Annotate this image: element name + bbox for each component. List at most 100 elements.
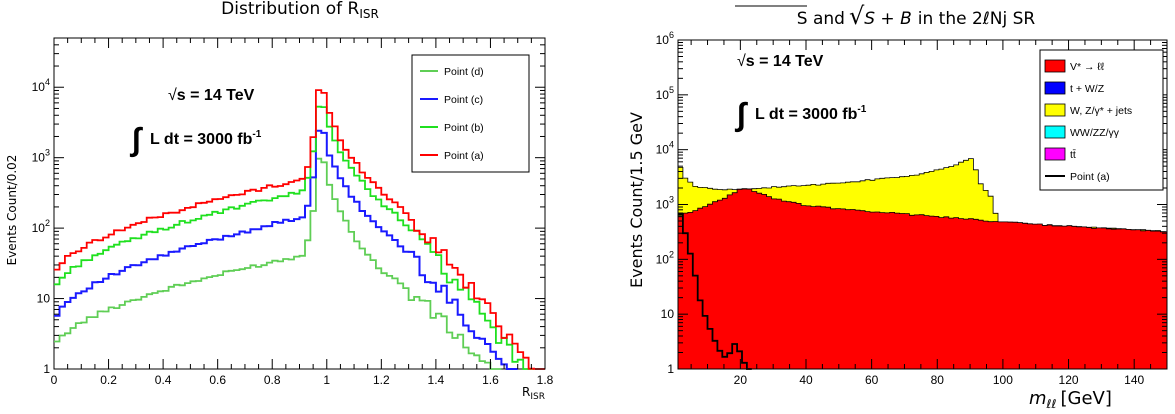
- left-annotations: √s = 14 TeV ∫ L dt = 3000 fb-1: [129, 87, 262, 158]
- left-ytick-label: 1: [43, 362, 50, 376]
- right-legend-entry: WW/ZZ/γγ: [1070, 127, 1120, 139]
- left-xlabel-sub: ISR: [530, 392, 545, 402]
- right-ytick-exp: 3: [669, 195, 674, 205]
- left-lumi-text: L dt = 3000 fb: [150, 131, 253, 148]
- right-xtick-label: 20: [734, 373, 748, 387]
- right-ytick-label: 10: [661, 307, 675, 321]
- right-legend-swatch: [1044, 81, 1066, 95]
- left-ytick-base: 10: [32, 221, 46, 235]
- right-title-right: in the 2ℓNj SR: [918, 9, 1036, 29]
- left-xtick-label: 0.2: [100, 373, 117, 387]
- left-chart-title: Distribution of RISR: [221, 0, 379, 21]
- right-ytick-label: 102: [656, 249, 674, 266]
- right-legend-entry: tt̄: [1070, 149, 1076, 161]
- right-xtick-label: 100: [993, 373, 1013, 387]
- left-ytick-label: 102: [32, 218, 50, 235]
- left-series-line-0: [54, 157, 502, 370]
- left-series-line-3: [54, 89, 545, 370]
- right-ytick-label: 106: [656, 30, 674, 47]
- left-ytick-base: 10: [32, 151, 46, 165]
- right-title-left: S and: [797, 9, 845, 29]
- left-xtick-label: 1.4: [428, 373, 445, 387]
- left-legend-box: [411, 54, 530, 173]
- left-chart: Distribution of RISR Events Count/0.02 R…: [5, 0, 554, 402]
- right-xtick-label: 120: [1059, 373, 1079, 387]
- right-xtick-label: 60: [865, 373, 879, 387]
- left-ytick-exp: 4: [45, 77, 50, 87]
- right-ytick-base: 1: [667, 362, 674, 376]
- right-x-axis-label: mℓℓ [GeV]: [1029, 388, 1112, 411]
- left-series-line-2: [54, 105, 535, 370]
- right-lumi-text: L dt = 3000 fb: [755, 106, 858, 123]
- right-ytick-exp: 2: [669, 249, 674, 259]
- right-xlabel-unit: [GeV]: [1060, 388, 1111, 409]
- right-ytick-base: 10: [656, 88, 670, 102]
- left-xtick-label: 0.6: [209, 373, 226, 387]
- right-legend-entry: Point (a): [1070, 171, 1110, 183]
- right-x-ticks: 20 40 60 80 100 120 140: [690, 40, 1152, 387]
- left-x-axis-label: RISR: [522, 385, 545, 402]
- right-ytick-base: 10: [661, 307, 675, 321]
- left-annotation-energy: √s = 14 TeV: [168, 87, 255, 104]
- left-legend: Point (d) Point (c) Point (b) Point (a): [411, 54, 530, 173]
- left-integral-symbol: ∫: [129, 121, 143, 158]
- right-integral-symbol: ∫: [734, 96, 748, 133]
- left-ytick-base: 1: [43, 362, 50, 376]
- left-xtick-label: 1.2: [373, 373, 390, 387]
- left-ytick-base: 10: [32, 80, 46, 94]
- right-xtick-label: 40: [799, 373, 813, 387]
- right-series-line-signal: [678, 213, 752, 370]
- left-title-main: Distribution of R: [221, 0, 359, 19]
- left-annotation-lumi: L dt = 3000 fb-1: [150, 129, 262, 148]
- right-ytick-label: 105: [656, 85, 674, 102]
- left-legend-entry: Point (b): [444, 122, 484, 134]
- left-ytick-label: 104: [32, 77, 50, 94]
- right-series-area-vstar: [677, 188, 1168, 370]
- right-legend-swatch: [1044, 125, 1066, 139]
- right-legend-entry: V* → ℓℓ: [1070, 61, 1105, 73]
- left-xtick-label: 0.8: [264, 373, 281, 387]
- left-series-line-1: [54, 129, 518, 370]
- left-ytick-base: 10: [37, 292, 51, 306]
- right-energy-text: s = 14 TeV: [746, 53, 824, 70]
- left-xlabel-main: R: [522, 385, 530, 399]
- right-ytick-exp: 5: [669, 85, 674, 95]
- right-title-radicand: S + B: [864, 9, 912, 29]
- left-xtick-label: 1: [323, 373, 330, 387]
- left-ytick-exp: 3: [45, 148, 50, 158]
- right-ytick-base: 10: [656, 33, 670, 47]
- right-ytick-label: 104: [656, 140, 674, 157]
- right-legend-swatch: [1044, 59, 1066, 73]
- right-ytick-label: 1: [667, 362, 674, 376]
- left-ytick-label: 103: [32, 148, 50, 165]
- left-ytick-exp: 2: [45, 218, 50, 228]
- right-sqrt-symbol: √: [737, 53, 746, 70]
- right-ytick-exp: 6: [669, 30, 674, 40]
- right-y-axis-label: Events Count/1.5 GeV: [627, 112, 646, 288]
- left-xtick-label: 0.4: [155, 373, 172, 387]
- left-xtick-label: 0: [51, 373, 58, 387]
- right-ytick-base: 10: [656, 252, 670, 266]
- left-legend-entry: Point (d): [444, 66, 484, 78]
- left-xtick-label: 1.6: [482, 373, 499, 387]
- right-xtick-label: 80: [931, 373, 945, 387]
- right-title-sqrt: √: [849, 2, 865, 30]
- right-legend-entry: t + W/Z: [1070, 83, 1105, 95]
- right-legend-swatch: [1044, 147, 1066, 161]
- right-legend: V* → ℓℓ t + W/Z W, Z/γ* + jets WW/ZZ/γγ tt̄ P…: [1039, 49, 1164, 191]
- right-annotation-lumi: L dt = 3000 fb-1: [755, 104, 867, 123]
- right-lumi-exp: -1: [857, 104, 866, 115]
- left-lumi-exp: -1: [252, 129, 261, 140]
- left-legend-entry: Point (c): [444, 94, 483, 106]
- right-annotations: √s = 14 TeV ∫ L dt = 3000 fb-1: [734, 53, 867, 133]
- right-ytick-exp: 4: [669, 140, 674, 150]
- right-legend-swatch: [1044, 103, 1066, 117]
- left-y-axis-label: Events Count/0.02: [5, 155, 19, 266]
- right-legend-box: [1039, 49, 1164, 191]
- right-ytick-base: 10: [656, 143, 670, 157]
